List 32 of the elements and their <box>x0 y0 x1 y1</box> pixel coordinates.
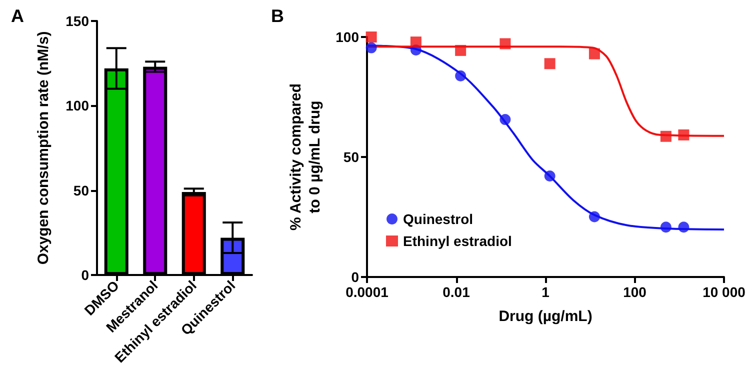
point <box>500 114 511 126</box>
point <box>455 70 466 82</box>
y-tick-label: 0 <box>351 269 360 285</box>
point <box>366 42 377 54</box>
legend-label: Ethinyl estradiol <box>403 233 512 249</box>
point <box>678 222 690 233</box>
legend-label: Quinestrol <box>403 211 474 227</box>
point <box>544 170 556 182</box>
x-tick-label: 10 000 <box>702 284 746 300</box>
point <box>544 58 556 70</box>
point <box>500 38 511 50</box>
x-axis-title: Drug (µg/mL) <box>498 308 592 325</box>
y-tick-label: 50 <box>343 149 360 165</box>
point <box>410 36 422 48</box>
x-tick-label: 0.0001 <box>346 284 389 300</box>
x-tick-label: 100 <box>623 284 647 300</box>
y-axis-title: % Activity compared to 0 µg/mL drug <box>288 84 324 230</box>
y-tick-label: 150 <box>66 13 90 29</box>
y-tick-label: 100 <box>66 98 90 114</box>
point <box>366 32 377 42</box>
point <box>455 44 466 56</box>
chart-title: B <box>271 6 284 26</box>
y-tick-label: 100 <box>336 29 360 45</box>
x-tick-label: 0.01 <box>442 284 470 300</box>
point <box>678 129 690 140</box>
y-axis-title: Oxygen consumption rate (nM/s) <box>35 31 52 265</box>
x-tick-label: 1 <box>542 284 550 300</box>
y-tick-label: 50 <box>73 182 90 198</box>
point <box>588 48 600 60</box>
chart-title: A <box>11 6 24 26</box>
y-tick-label: 0 <box>81 267 90 283</box>
point <box>588 211 600 222</box>
